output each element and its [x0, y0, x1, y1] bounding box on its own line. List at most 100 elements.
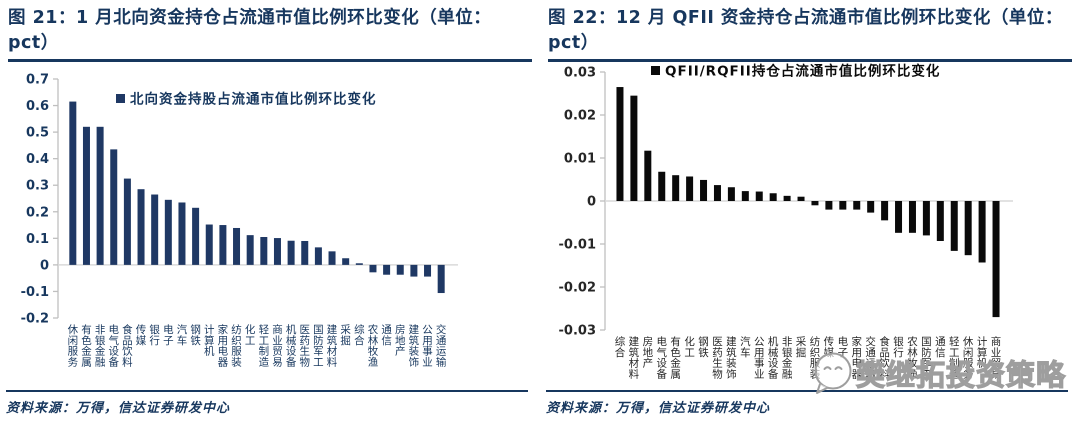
x-axis-label: 房地产 — [395, 323, 406, 358]
data-source-note: 资料来源：万得，信达证券研发中心 — [546, 401, 771, 416]
y-axis-tick-label: 0.1 — [26, 232, 49, 247]
x-axis-label: 通信 — [381, 324, 392, 347]
x-axis-label: 通信 — [935, 336, 946, 359]
bar — [287, 240, 295, 265]
bar — [992, 201, 1000, 318]
bar — [123, 178, 131, 265]
bar — [410, 264, 418, 277]
x-axis-label: 医药生物 — [712, 336, 723, 380]
x-axis-label: 医药生物 — [300, 324, 311, 368]
bar — [355, 263, 363, 265]
y-axis-tick-label: 0 — [587, 195, 596, 210]
bar — [881, 201, 889, 221]
bar — [741, 191, 749, 201]
bar — [811, 201, 819, 206]
x-axis-label: 商业贸易 — [991, 335, 1002, 380]
x-axis-label: 机械设备 — [768, 335, 779, 380]
x-axis-label: 电气设备 — [109, 323, 120, 368]
x-axis-label: 农林牧渔 — [907, 335, 918, 380]
y-axis-tick-label: 0.2 — [26, 205, 49, 220]
x-axis-label: 国防军工 — [313, 324, 324, 368]
figure-22-title: 图 22：12 月 QFII 资金持仓占流通市值比例环比变化（单位：pct） — [548, 6, 1072, 62]
figure-21-source-rule: 资料来源：万得，信达证券研发中心 — [6, 390, 528, 416]
x-axis-label: 电子 — [163, 323, 174, 347]
bar — [219, 225, 227, 265]
x-axis-label: 交通运输 — [865, 335, 876, 380]
x-axis-label: 钢铁 — [698, 335, 709, 359]
bar — [853, 201, 861, 210]
x-axis-label: 有色金属 — [81, 323, 92, 368]
figure-22-panel: 图 22：12 月 QFII 资金持仓占流通市值比例环比变化（单位：pct） 0… — [540, 0, 1080, 427]
bar — [437, 264, 445, 294]
bar — [301, 240, 309, 265]
x-axis-label: 采掘 — [796, 336, 807, 359]
bar — [82, 126, 90, 265]
bar — [978, 201, 986, 263]
bar — [644, 150, 652, 201]
legend-label: QFII/RQFII持仓占流通市值比例环比变化 — [665, 63, 940, 80]
y-axis-tick-label: 0.4 — [26, 152, 49, 167]
x-axis-label: 机械设备 — [286, 323, 297, 368]
x-axis-label: 交通运输 — [436, 323, 447, 368]
bar — [205, 224, 213, 265]
x-axis-label: 银行 — [893, 335, 904, 359]
x-axis-label: 汽车 — [740, 335, 751, 359]
bar — [151, 194, 159, 265]
y-axis-tick-label: -0.02 — [559, 281, 596, 296]
bar — [233, 227, 241, 265]
x-axis-label: 综合 — [615, 335, 626, 359]
x-axis-label: 家用电器 — [852, 335, 863, 380]
bar — [839, 201, 847, 210]
bar — [686, 176, 694, 201]
y-axis-tick-label: 0.6 — [26, 99, 49, 114]
bar — [328, 251, 336, 265]
x-axis-label: 非银金融 — [95, 324, 106, 368]
x-axis-label: 建筑装饰 — [409, 323, 420, 368]
bar — [178, 202, 186, 265]
bar — [713, 185, 721, 201]
y-axis-tick-label: 0 — [40, 258, 49, 273]
bar — [922, 201, 930, 236]
figure-22-source-rule: 资料来源：万得，信达证券研发中心 — [546, 390, 1068, 416]
y-axis-tick-label: -0.1 — [21, 285, 49, 300]
x-axis-label: 休闲服务 — [963, 336, 974, 380]
y-axis-tick-label: 0.01 — [564, 152, 596, 167]
bar — [110, 149, 118, 265]
bar — [672, 175, 680, 201]
x-axis-label: 轻工制造 — [949, 335, 960, 380]
x-axis-label: 公用事业 — [422, 324, 433, 368]
bar — [342, 258, 350, 265]
x-axis-label: 传媒 — [824, 336, 835, 359]
y-axis-tick-label: 0.3 — [26, 179, 49, 194]
x-axis-label: 电子 — [838, 335, 849, 359]
bar — [797, 196, 805, 201]
bar — [69, 101, 77, 265]
y-axis-tick-label: 0.7 — [26, 73, 49, 88]
bar — [950, 201, 958, 251]
x-axis-label: 建筑材料 — [327, 323, 338, 368]
x-axis-label: 食品饮料 — [122, 323, 133, 368]
bar — [314, 247, 322, 265]
y-axis-tick-label: -0.2 — [21, 312, 49, 327]
x-axis-label: 建筑装饰 — [726, 335, 737, 380]
bar — [630, 95, 638, 201]
x-axis-label: 房地产 — [643, 335, 654, 370]
x-axis-label: 食品饮料 — [879, 335, 890, 380]
figure-21-title: 图 21：1 月北向资金持仓占流通市值比例环比变化（单位：pct） — [8, 6, 532, 62]
bar — [783, 195, 791, 201]
bar — [137, 189, 145, 265]
x-axis-label: 传媒 — [136, 324, 147, 347]
bar — [273, 238, 281, 265]
legend-label: 北向资金持股占流通市值比例环比变化 — [130, 91, 377, 108]
bar — [936, 201, 944, 241]
x-axis-label: 化工 — [684, 335, 695, 359]
bar — [658, 171, 666, 201]
x-axis-label: 银行 — [149, 323, 160, 347]
bar — [727, 187, 735, 201]
bar — [192, 207, 200, 265]
x-axis-label: 公用事业 — [754, 336, 765, 380]
data-source-note: 资料来源：万得，信达证券研发中心 — [6, 401, 231, 416]
x-axis-label: 国防军工 — [921, 336, 932, 380]
x-axis-label: 采掘 — [340, 324, 351, 347]
